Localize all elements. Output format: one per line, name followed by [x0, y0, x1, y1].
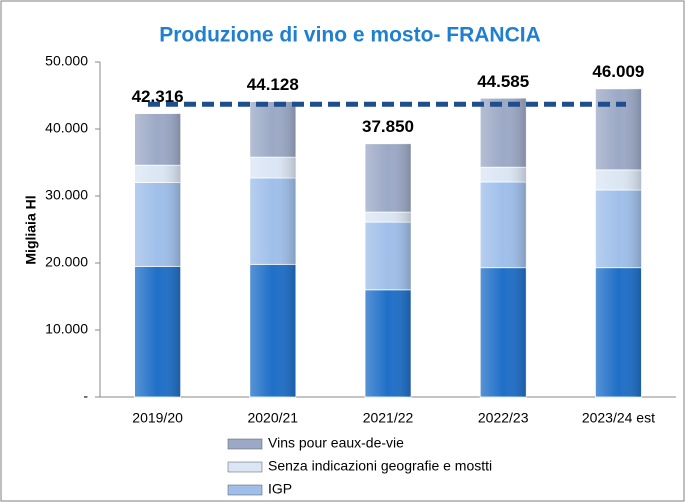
bar-shade: [365, 143, 411, 213]
y-tick-label: 50.000: [45, 53, 88, 69]
bar-shade: [480, 267, 527, 397]
total-label: 37.850: [362, 117, 414, 136]
bar-shade: [365, 222, 411, 290]
bar-shade: [134, 182, 181, 267]
bar-shade: [595, 88, 642, 170]
bar-shade: [365, 289, 411, 397]
total-label: 46.009: [592, 62, 644, 81]
bar-shade: [134, 113, 181, 166]
legend-label: IGP: [268, 481, 292, 497]
legend-label: Vins pour eaux-de-vie: [268, 435, 404, 451]
y-tick-label: 10.000: [45, 321, 88, 337]
legend-swatch: [227, 461, 263, 473]
x-tick-label: 2020/21: [247, 410, 298, 426]
x-tick-label: 2019/20: [132, 410, 183, 426]
bar-shade: [249, 157, 296, 178]
y-axis-label: Migliaia Hl: [23, 195, 39, 264]
legend-swatch: [227, 438, 263, 450]
x-tick-label: 2021/22: [363, 410, 414, 426]
total-label: 44.128: [247, 75, 299, 94]
bar-shade: [249, 177, 296, 265]
legend-label: Senza indicazioni geografie e mostti: [268, 458, 492, 474]
bar-shade: [134, 266, 181, 397]
bar-shade: [595, 267, 642, 397]
bar-shade: [249, 264, 296, 397]
bar-shade: [249, 101, 296, 158]
bar-shade: [134, 165, 181, 183]
bar-shade: [480, 167, 527, 182]
y-tick-label: 20.000: [45, 254, 88, 270]
legend-swatch: [227, 484, 263, 496]
bar-shade: [595, 169, 642, 190]
y-tick-label: 40.000: [45, 120, 88, 136]
x-tick-label: 2022/23: [478, 410, 529, 426]
total-label: 42.316: [132, 87, 184, 106]
total-label: 44.585: [477, 72, 529, 91]
bar-shade: [480, 181, 527, 268]
y-tick-label: 30.000: [45, 187, 88, 203]
bar-shade: [365, 212, 411, 223]
chart-title: Produzione di vino e mosto- FRANCIA: [159, 24, 541, 47]
bar-shade: [480, 98, 527, 168]
y-tick-label: -: [83, 388, 88, 404]
x-tick-label: 2023/24 est: [582, 410, 655, 426]
bar-shade: [595, 189, 642, 268]
